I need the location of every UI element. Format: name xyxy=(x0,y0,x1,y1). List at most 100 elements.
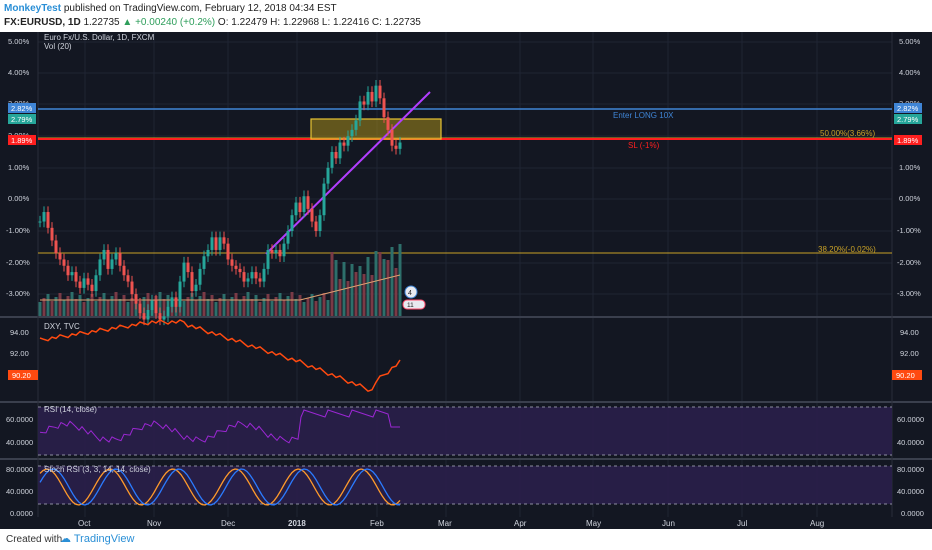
volume-bar xyxy=(286,296,290,316)
candle-body xyxy=(114,253,118,260)
tradingview-brand[interactable]: ☁ TradingView xyxy=(60,533,135,545)
volume-title: Vol (20) xyxy=(44,42,72,51)
candle-body xyxy=(242,272,246,282)
volume-bar xyxy=(66,296,70,316)
sl-label: SL (-1%) xyxy=(628,141,660,150)
volume-bar xyxy=(362,274,366,316)
svg-text:1.00%: 1.00% xyxy=(8,163,30,172)
volume-bar xyxy=(214,302,218,316)
volume-bar xyxy=(346,281,350,316)
long-label: Enter LONG 10X xyxy=(613,111,674,120)
ohlc-values: O: 1.22479 H: 1.22968 L: 1.22416 C: 1.22… xyxy=(217,17,421,28)
publish-header: MonkeyTest published on TradingView.com,… xyxy=(0,0,932,34)
volume-bar xyxy=(90,294,94,316)
chart-area[interactable]: Enter LONG 10X 50.00%(3.66%) SL (-1%) 38… xyxy=(0,32,932,529)
svg-text:Feb: Feb xyxy=(370,519,384,528)
svg-text:4.00%: 4.00% xyxy=(899,68,921,77)
volume-bar xyxy=(314,301,318,316)
volume-bar xyxy=(318,297,322,316)
volume-bar xyxy=(126,302,130,316)
candles xyxy=(38,79,402,326)
volume-bar xyxy=(78,295,82,316)
price-tags-right: 2.82% 2.79% 1.89% 90.20 xyxy=(892,103,922,380)
rsi-band xyxy=(38,407,892,455)
candle-body xyxy=(270,249,274,254)
volume-bar xyxy=(82,302,86,316)
entry-zone-box[interactable] xyxy=(310,118,442,140)
candle-body xyxy=(194,284,198,292)
svg-text:2018: 2018 xyxy=(288,519,306,528)
svg-text:2.79%: 2.79% xyxy=(897,115,919,124)
volume-bar xyxy=(274,297,278,316)
candle-body xyxy=(330,152,334,168)
cloud-icon: ☁ xyxy=(60,533,71,545)
svg-text:-1.00%: -1.00% xyxy=(897,226,921,235)
candle-body xyxy=(346,136,350,146)
volume-bar xyxy=(106,300,110,316)
dxy-pane-title: DXY, TVC xyxy=(44,322,80,331)
candle-body xyxy=(218,237,222,250)
candle-body xyxy=(138,303,142,314)
stoch-k-line xyxy=(39,468,401,506)
candle-body xyxy=(146,310,150,320)
candle-body xyxy=(62,259,66,266)
candle-body xyxy=(186,262,190,273)
news-badges[interactable]: 4 11 xyxy=(402,285,426,310)
volume-bar xyxy=(326,300,330,316)
svg-text:Apr: Apr xyxy=(514,519,527,528)
stoch-d-line xyxy=(39,468,401,506)
svg-text:92.00: 92.00 xyxy=(10,349,29,358)
candle-body xyxy=(78,281,82,288)
fib-38-label: 38.20%(-0.02%) xyxy=(818,245,876,254)
volume-bars xyxy=(38,244,402,316)
candle-body xyxy=(278,249,282,257)
svg-text:May: May xyxy=(586,519,601,528)
candle-body xyxy=(38,221,42,223)
candle-body xyxy=(318,215,322,231)
volume-bar xyxy=(302,302,306,316)
volume-bar xyxy=(58,293,62,316)
candle-body xyxy=(46,212,50,228)
svg-text:-2.00%: -2.00% xyxy=(6,258,30,267)
volume-bar xyxy=(46,294,50,316)
publish-line: MonkeyTest published on TradingView.com,… xyxy=(4,3,337,14)
volume-bar xyxy=(94,301,98,316)
candle-body xyxy=(210,237,214,250)
candle-body xyxy=(98,259,102,276)
candle-body xyxy=(374,85,378,102)
volume-bar xyxy=(282,300,286,316)
candle-body xyxy=(294,202,298,216)
candle-body xyxy=(238,268,242,273)
volume-bar xyxy=(290,292,294,316)
volume-bar xyxy=(294,299,298,316)
volume-bar xyxy=(210,295,214,316)
chart-svg[interactable]: Enter LONG 10X 50.00%(3.66%) SL (-1%) 38… xyxy=(0,32,932,529)
candle-body xyxy=(118,253,122,266)
candle-body xyxy=(366,91,370,105)
svg-text:94.00: 94.00 xyxy=(10,328,29,337)
volume-bar xyxy=(338,279,342,316)
candle-body xyxy=(166,306,170,317)
volume-bar xyxy=(374,251,378,316)
svg-text:60.0000: 60.0000 xyxy=(897,415,924,424)
candle-body xyxy=(230,259,234,266)
candle-body xyxy=(158,313,162,320)
candle-body xyxy=(302,196,306,213)
volume-bar xyxy=(350,264,354,316)
volume-bar xyxy=(354,272,358,316)
stoch-band xyxy=(38,466,892,504)
candle-body xyxy=(274,249,278,254)
candle-body xyxy=(50,227,54,241)
volume-bar xyxy=(238,300,242,316)
candle-body xyxy=(214,237,218,250)
volume-bar xyxy=(270,301,274,316)
volume-bar xyxy=(70,292,74,316)
author-link[interactable]: MonkeyTest xyxy=(4,3,62,14)
candle-body xyxy=(198,268,202,285)
volume-bar xyxy=(142,297,146,316)
candle-body xyxy=(94,275,98,292)
candle-body xyxy=(178,281,182,307)
svg-text:4.00%: 4.00% xyxy=(8,68,30,77)
rsi-line xyxy=(39,409,400,444)
volume-bar xyxy=(358,266,362,316)
